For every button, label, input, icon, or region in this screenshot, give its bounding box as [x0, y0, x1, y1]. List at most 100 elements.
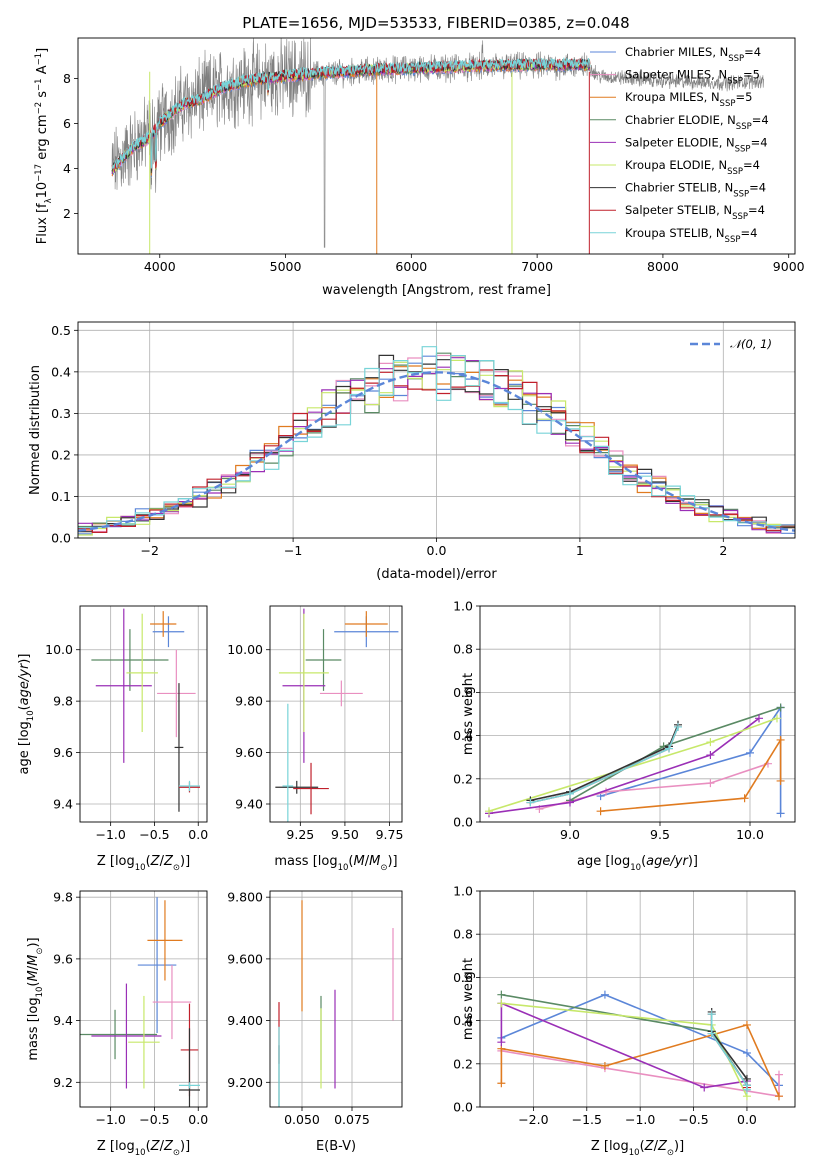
y-tick-label: 9.6	[53, 951, 73, 966]
series-kroupa-stelib	[526, 722, 682, 807]
x-tick-label: 9.75	[376, 827, 404, 842]
point-marker	[776, 703, 785, 712]
panel-mass-weight-vs-Z: −2.0 −1.5 −1.0 −0.5 0.0 0.0 0.2 0.4 0.6 0.8 1.0 mas…	[453, 884, 796, 1158]
y-tick-label: 0.0	[453, 815, 473, 830]
point-marker	[706, 751, 715, 760]
errorbar-salpeter-stelib	[293, 762, 329, 815]
x-tick-label: −0.5	[678, 1112, 708, 1127]
y-axis-label: age [log10(age/yr)]	[17, 654, 36, 775]
x-tick-label: −1.5	[572, 1112, 602, 1127]
y-tick-label: 9.4	[53, 1013, 73, 1028]
axes-frame	[269, 890, 403, 1108]
errorbar-chabrier-elodie	[80, 1009, 158, 1060]
point-marker	[485, 807, 493, 816]
series-kroupa-elodie	[485, 714, 781, 816]
y-tick-label: 0.2	[453, 1056, 473, 1071]
point-marker	[526, 798, 535, 807]
x-tick-label: 2	[719, 543, 727, 558]
point-marker	[740, 794, 749, 803]
x-tick-label: 9.0	[560, 827, 580, 842]
legend-entry: Salpeter STELIB, NSSP=4	[625, 203, 765, 222]
gaussian-curve	[78, 371, 795, 532]
errorbar-salpeter-elodie	[95, 608, 152, 763]
x-tick-label: 6000	[395, 259, 427, 274]
point-marker	[774, 1092, 783, 1101]
x-tick-label: 9.5	[650, 827, 670, 842]
x-tick-label: −1.0	[95, 1112, 125, 1127]
point-marker	[497, 1038, 506, 1047]
series-line	[710, 1014, 748, 1090]
x-axis-label: mass [log10(M/M⊙)]	[274, 854, 397, 873]
errorbar-chabrier-elodie	[91, 629, 169, 691]
model-spectrum-kroupa-stelib	[111, 56, 591, 171]
panel-age-vs-Z: −1.0 −0.5 0.0 9.4 9.6 9.8 10.0 Z [log10(Z/Z⊙)] a…	[17, 605, 208, 873]
y-tick-label: 9.400	[227, 1013, 263, 1028]
plot-area-mass-weight-vs-age	[485, 703, 785, 818]
errorbar-kroupa-stelib	[282, 703, 294, 822]
axes-frame	[479, 605, 796, 823]
series-salpeter-elodie	[497, 999, 751, 1092]
errorbar-kroupa-stelib	[178, 1082, 200, 1089]
x-tick-label: 9000	[773, 259, 805, 274]
point-marker	[497, 999, 506, 1008]
errorbar-chabrier-miles	[152, 616, 185, 648]
y-tick-label: 0.0	[453, 1100, 473, 1115]
y-tick-label: 1.0	[453, 599, 473, 614]
y-tick-label: 0.4	[51, 364, 71, 379]
legend-entry: Kroupa ELODIE, NSSP=4	[625, 158, 760, 177]
point-marker	[566, 789, 574, 798]
point-marker	[706, 779, 715, 788]
y-tick-label: 0.3	[51, 406, 71, 421]
y-axis-label: Normed distribution	[28, 365, 43, 495]
point-marker	[742, 1085, 751, 1094]
errorbar-kroupa-elodie	[126, 613, 158, 732]
x-tick-label: 9.25	[286, 827, 314, 842]
x-axis-label: Z [log10(Z/Z⊙)]	[591, 1139, 684, 1158]
x-tick-label: −1.0	[625, 1112, 655, 1127]
point-marker	[707, 1029, 716, 1038]
y-tick-label: 0.5	[51, 323, 71, 338]
legend-entry: Chabrier MILES, NSSP=4	[625, 45, 761, 64]
legend-entry: Chabrier STELIB, NSSP=4	[625, 181, 766, 200]
x-axis-label: wavelength [Angstrom, rest frame]	[322, 283, 551, 298]
point-marker	[773, 714, 781, 723]
panel-mass-vs-EBV: 0.050 0.075 9.200 9.400 9.600 9.800 E(B-V)	[227, 890, 403, 1154]
point-marker	[566, 798, 574, 807]
y-tick-label: 2	[63, 206, 71, 221]
y-tick-label: 9.80	[235, 694, 263, 709]
point-marker	[706, 738, 715, 747]
y-tick-label: 4	[63, 161, 71, 176]
series-chabrier-elodie	[497, 990, 751, 1090]
point-marker	[746, 748, 754, 757]
x-tick-label: 8000	[647, 259, 679, 274]
y-tick-label: 0.2	[453, 771, 473, 786]
x-tick-label: −0.5	[139, 827, 169, 842]
x-tick-label: 4000	[144, 259, 176, 274]
y-tick-label: 0.8	[453, 642, 473, 657]
series-line	[600, 737, 782, 812]
errorbar-kroupa-elodie	[128, 995, 160, 1089]
y-tick-label: 10.00	[227, 642, 263, 657]
series-line	[501, 993, 780, 1086]
point-marker	[742, 1049, 751, 1057]
point-marker	[674, 722, 682, 731]
x-axis-label: Z [log10(Z/Z⊙)]	[97, 854, 190, 873]
y-tick-label: 0.4	[453, 1013, 473, 1028]
errorbar-kroupa-miles	[147, 900, 183, 981]
y-axis-label: mass weight	[461, 958, 476, 1040]
series-chabrier-elodie	[566, 703, 785, 805]
y-tick-label: 9.2	[53, 1075, 73, 1090]
legend-entry: Chabrier ELODIE, NSSP=4	[625, 113, 769, 132]
y-tick-label: 9.4	[53, 797, 73, 812]
x-axis-label: Z [log10(Z/Z⊙)]	[97, 1139, 190, 1158]
x-tick-label: 9.50	[331, 827, 359, 842]
y-tick-label: 6	[63, 116, 71, 131]
legend-entry: Kroupa STELIB, NSSP=4	[625, 226, 757, 245]
x-tick-label: 0.075	[334, 1112, 370, 1127]
plot-area-mass-vs-EBV	[278, 900, 394, 1107]
y-axis-label: Flux [fλ10−17 erg cm−2 s−1 A−1]	[34, 48, 54, 244]
legend-entry: Salpeter ELODIE, NSSP=4	[625, 135, 768, 154]
y-tick-label: 8	[63, 71, 71, 86]
x-axis-label: (data-model)/error	[376, 567, 497, 582]
